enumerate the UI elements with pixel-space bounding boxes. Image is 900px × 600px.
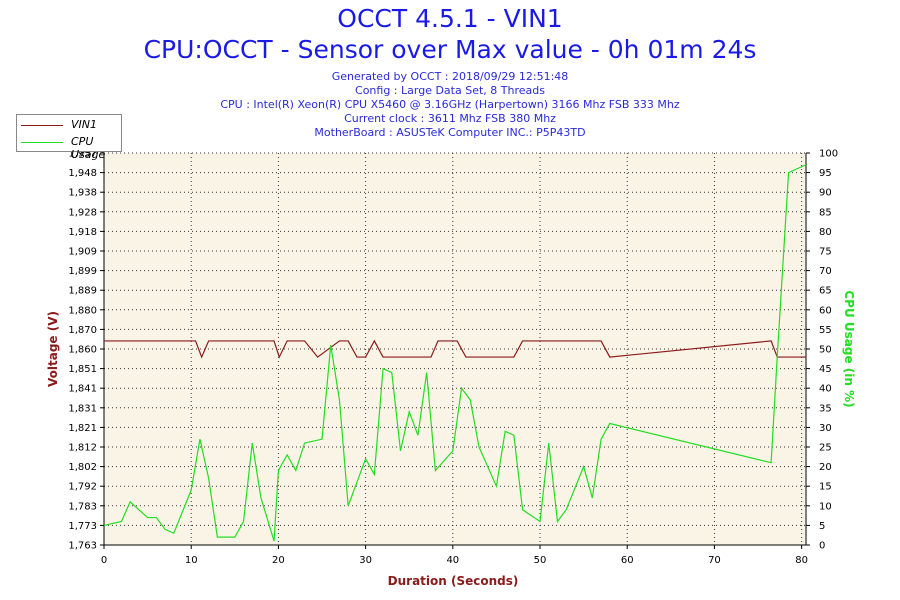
- chart-legend: VIN1 CPU Usage: [16, 114, 122, 161]
- y-tick-label: 1,928: [68, 207, 97, 218]
- y2-tick-label: 20: [819, 462, 832, 473]
- legend-item-vin1: VIN1: [17, 117, 121, 133]
- y2-tick-label: 10: [819, 501, 832, 512]
- info-config: Config : Large Data Set, 8 Threads: [355, 84, 545, 97]
- y2-tick-label: 75: [819, 247, 832, 258]
- y2-tick-label: 95: [819, 168, 832, 179]
- x-tick-label: 60: [621, 555, 634, 566]
- y2-tick-label: 85: [819, 207, 832, 218]
- y2-tick-label: 25: [819, 443, 832, 454]
- chart-subtitle: CPU:OCCT - Sensor over Max value - 0h 01…: [143, 35, 757, 64]
- x-tick-label: 30: [359, 555, 372, 566]
- series-line-cpu-usage: [103, 164, 807, 542]
- y2-tick-label: 15: [819, 482, 832, 493]
- y2-tick-label: 5: [819, 521, 825, 532]
- y-tick-label: 1,812: [68, 443, 97, 454]
- y-tick-label: 1,860: [68, 345, 97, 356]
- y2-tick-label: 60: [819, 305, 832, 316]
- y2-tick-label: 40: [819, 384, 832, 395]
- y-axis-title: Voltage (V): [46, 311, 60, 387]
- x-axis-title: Duration (Seconds): [388, 574, 519, 588]
- info-generated: Generated by OCCT : 2018/09/29 12:51:48: [331, 70, 569, 83]
- x-tick-label: 70: [708, 555, 721, 566]
- y-tick-label: 1,831: [68, 403, 97, 414]
- x-tick-label: 0: [101, 555, 107, 566]
- legend-item-cpu-usage: CPU Usage: [17, 134, 121, 161]
- y-tick-label: 1,870: [68, 325, 97, 336]
- info-clock: Current clock : 3611 Mhz FSB 380 Mhz: [344, 112, 556, 125]
- y-tick-label: 1,957: [68, 149, 97, 160]
- y-tick-label: 1,909: [68, 247, 97, 258]
- y2-tick-label: 90: [819, 188, 832, 199]
- y2-tick-label: 65: [819, 286, 832, 297]
- y-tick-label: 1,899: [68, 266, 97, 277]
- y-tick-label: 1,763: [68, 541, 97, 552]
- x-tick-label: 40: [446, 555, 459, 566]
- x-tick-label: 10: [185, 555, 198, 566]
- y2-tick-label: 35: [819, 403, 832, 414]
- y-tick-label: 1,948: [68, 168, 97, 179]
- y-tick-label: 1,880: [68, 305, 97, 316]
- info-cpu: CPU : Intel(R) Xeon(R) CPU X5460 @ 3.16G…: [220, 98, 680, 111]
- y2-tick-label: 100: [819, 149, 838, 160]
- y2-tick-label: 55: [819, 325, 832, 336]
- y-tick-label: 1,841: [68, 384, 97, 395]
- y2-tick-label: 0: [819, 541, 825, 552]
- y2-axis-title: CPU Usage (in %): [842, 290, 856, 407]
- series-line-vin1: [104, 339, 806, 359]
- x-tick-label: 80: [795, 555, 808, 566]
- y-tick-label: 1,773: [68, 521, 97, 532]
- chart-title: OCCT 4.5.1 - VIN1: [337, 4, 563, 33]
- legend-label-cpu-usage: CPU Usage: [71, 135, 106, 161]
- y-tick-label: 1,783: [68, 501, 97, 512]
- legend-swatch-vin1: [21, 125, 63, 126]
- y-tick-label: 1,802: [68, 462, 97, 473]
- y2-tick-label: 50: [819, 345, 832, 356]
- info-motherboard: MotherBoard : ASUSTeK Computer INC.: P5P…: [314, 126, 586, 139]
- y2-tick-label: 45: [819, 364, 832, 375]
- y-tick-label: 1,918: [68, 227, 97, 238]
- y-tick-label: 1,889: [68, 286, 97, 297]
- x-tick-label: 50: [534, 555, 547, 566]
- x-tick-label: 20: [272, 555, 285, 566]
- y-tick-label: 1,938: [68, 188, 97, 199]
- y-tick-label: 1,851: [68, 364, 97, 375]
- y2-tick-label: 80: [819, 227, 832, 238]
- y2-tick-label: 70: [819, 266, 832, 277]
- legend-label-vin1: VIN1: [71, 118, 97, 131]
- y-tick-label: 1,821: [68, 423, 97, 434]
- y2-tick-label: 30: [819, 423, 832, 434]
- legend-swatch-cpu-usage: [21, 142, 63, 143]
- y-tick-label: 1,792: [68, 482, 97, 493]
